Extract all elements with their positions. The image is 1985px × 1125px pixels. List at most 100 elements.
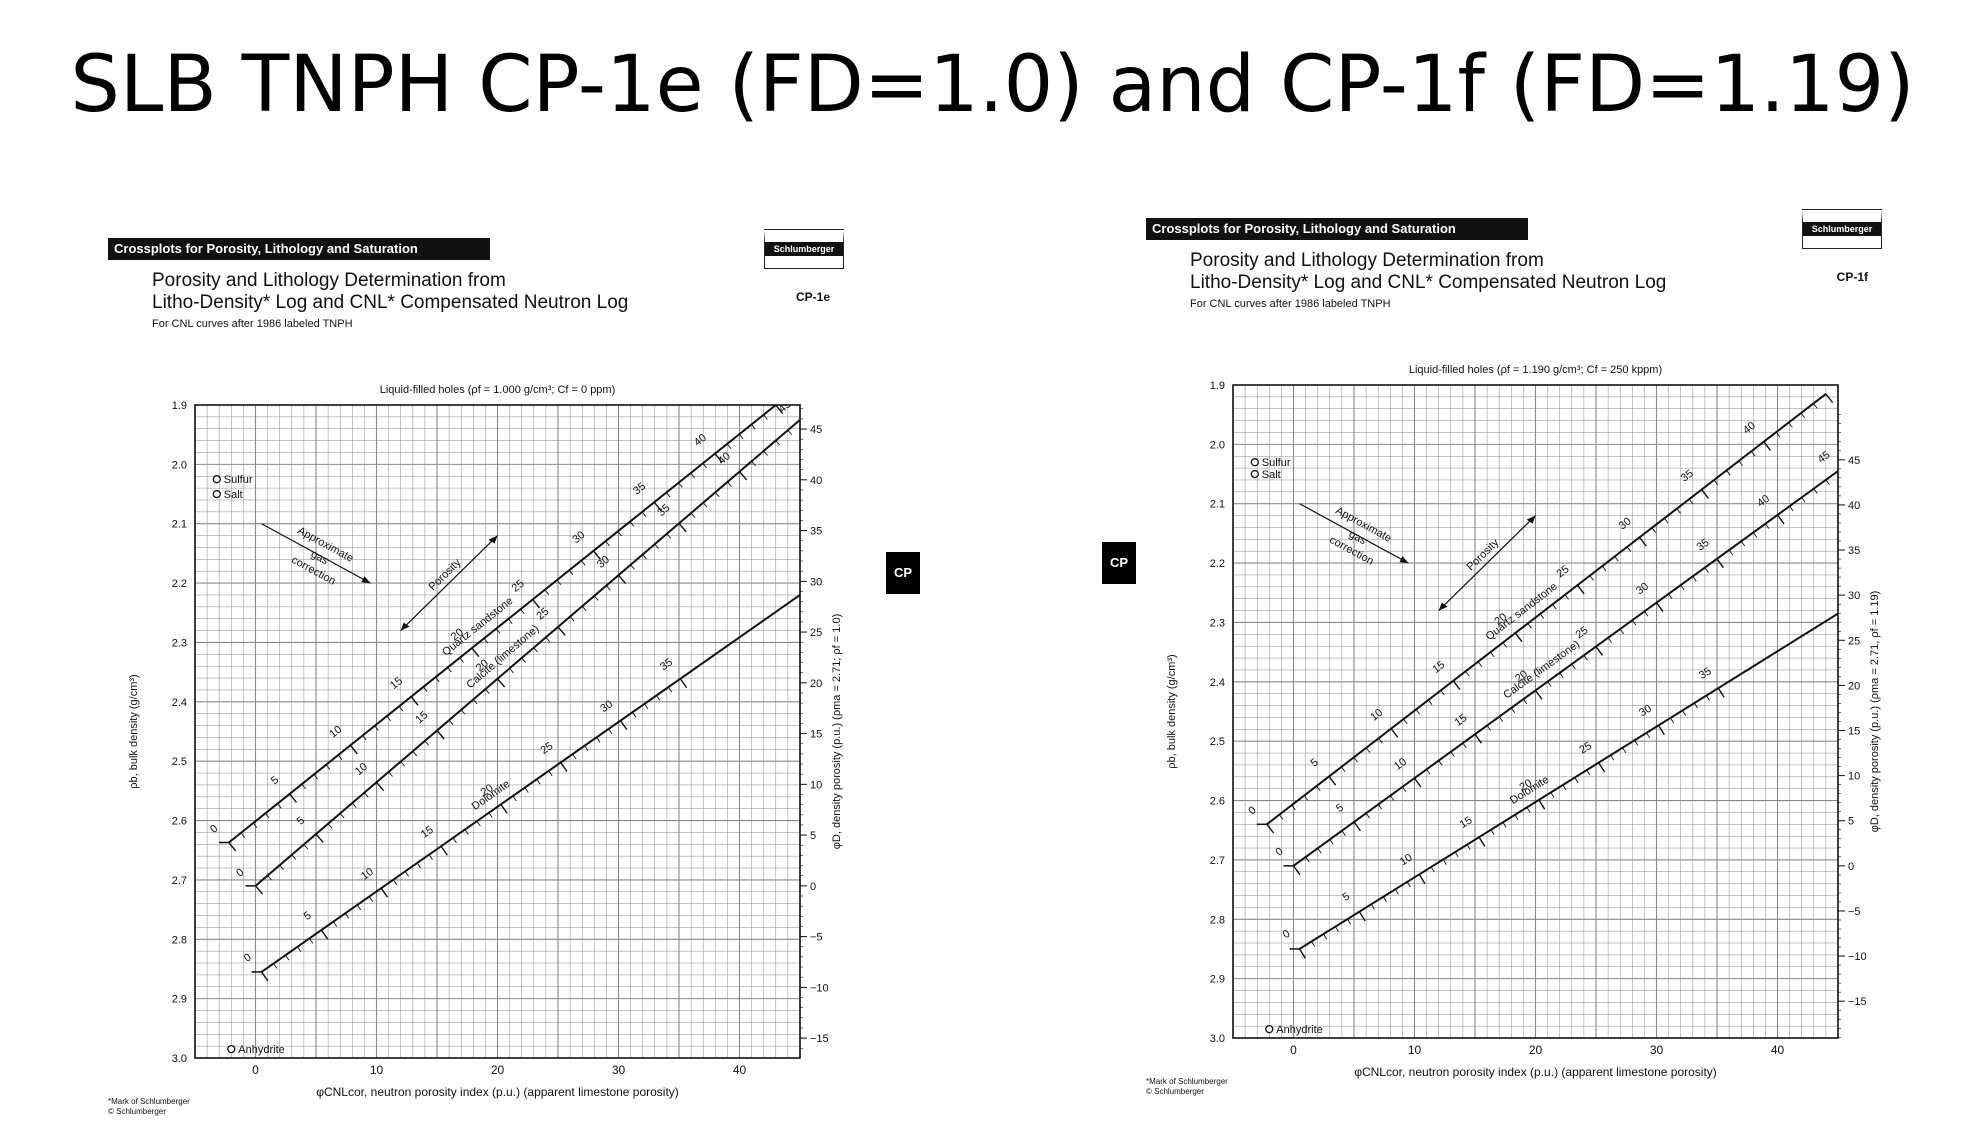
series-tick — [1440, 690, 1445, 696]
series-tick — [1583, 655, 1588, 661]
series-porosity-label: 10 — [359, 866, 376, 883]
mineral-point-label: Anhydrite — [238, 1044, 284, 1056]
series-tick — [260, 971, 269, 982]
series-porosity-label: 35 — [1695, 537, 1712, 554]
series-tick — [1378, 737, 1383, 744]
series-tick — [1574, 777, 1579, 783]
series-porosity-label: 35 — [1697, 665, 1714, 682]
series-tick — [428, 854, 433, 860]
series-line-2 — [260, 594, 800, 973]
series-tick — [440, 845, 448, 856]
series-tick — [702, 502, 708, 508]
series-tick — [1717, 687, 1725, 698]
series-tick — [459, 657, 464, 663]
gas-correction-arrow — [1299, 503, 1409, 564]
series-tick — [1694, 702, 1698, 709]
y-tick-label: 2.5 — [172, 756, 187, 768]
series-tick — [678, 482, 683, 488]
series-tick — [404, 871, 409, 877]
mineral-point — [212, 489, 221, 499]
series-tick — [1402, 786, 1407, 793]
series-tick — [435, 676, 440, 683]
series-porosity-label: 10 — [1368, 707, 1385, 724]
series-tick — [751, 460, 756, 467]
series-tick — [1266, 823, 1275, 834]
series-porosity-label: 0 — [208, 823, 220, 836]
series-tick — [380, 887, 389, 898]
y2-tick-label: 5 — [1848, 816, 1854, 828]
mineral-point-label: Sulfur — [1262, 457, 1291, 469]
series-tick — [1631, 619, 1637, 626]
series-tick — [1323, 933, 1328, 940]
series-tick — [1303, 795, 1309, 801]
series-tick — [1329, 839, 1334, 845]
series-tick — [666, 533, 672, 539]
series-tick — [775, 440, 781, 446]
series-tick — [422, 686, 428, 692]
porosity-arrowhead — [400, 622, 410, 631]
series-porosity-label: 25 — [1574, 624, 1591, 641]
series-porosity-label: 35 — [631, 480, 648, 497]
series-porosity-label: 35 — [655, 502, 672, 519]
y2-tick-label: 10 — [810, 779, 822, 791]
series-tick — [436, 730, 445, 740]
series-tick — [605, 540, 610, 547]
porosity-arrow — [1438, 515, 1536, 612]
series-tick — [1680, 584, 1685, 591]
porosity-arrowhead — [1438, 602, 1448, 611]
series-tick — [1738, 460, 1743, 466]
series-tick — [1316, 785, 1321, 792]
gas-arrowhead — [361, 576, 371, 584]
y-tick-label: 3.0 — [1210, 1033, 1225, 1045]
series-tick — [1526, 807, 1531, 813]
series-tick — [1510, 707, 1516, 714]
series-tick — [702, 463, 707, 469]
series-tick — [488, 812, 493, 818]
series-tick — [690, 512, 696, 518]
y-tick-label: 2.1 — [1210, 499, 1225, 511]
series-tick — [410, 696, 419, 706]
y-tick-label: 2.6 — [1210, 796, 1225, 808]
mineral-point-label: Salt — [224, 489, 243, 501]
schlumberger-logo: Schlumberger — [1802, 210, 1882, 249]
mineral-point — [1250, 458, 1259, 467]
series-tick — [1704, 567, 1709, 573]
mineral-point — [1250, 469, 1259, 479]
series-tick — [303, 844, 309, 850]
plot-frame — [194, 404, 801, 1059]
series-tick — [632, 711, 637, 718]
y-tick-label: 2.3 — [172, 637, 187, 649]
series-tick — [476, 820, 481, 827]
series-tick — [1776, 514, 1785, 525]
y2-tick-label: 35 — [810, 526, 822, 538]
series-tick — [1716, 558, 1725, 569]
series-porosity-label: 20 — [479, 782, 496, 799]
series-tick — [1292, 865, 1301, 876]
series-tick — [512, 795, 517, 802]
series-tick — [1394, 889, 1399, 895]
series-porosity-label: 25 — [510, 578, 527, 595]
y-tick-label: 1.9 — [1210, 380, 1225, 392]
series-tick — [666, 492, 671, 498]
series-tick — [1789, 505, 1794, 512]
series-porosity-label: 0 — [234, 866, 246, 879]
series-porosity-label: 15 — [1458, 814, 1475, 831]
series-tick — [1571, 663, 1576, 670]
series-tick — [1595, 646, 1604, 656]
series-porosity-label: 15 — [413, 709, 430, 726]
series-porosity-label: 10 — [1392, 756, 1409, 773]
series-tick — [267, 875, 272, 881]
series-tick — [1341, 766, 1346, 772]
series-porosity-label: 30 — [570, 529, 587, 546]
series-name-label: Quartz sandstone — [1484, 580, 1560, 642]
series-tick — [1813, 403, 1818, 409]
series-tick — [254, 885, 264, 895]
series-tick — [592, 550, 601, 560]
series-tick — [1428, 699, 1433, 705]
series-tick — [1358, 911, 1366, 922]
y-tick-label: 2.8 — [1210, 914, 1225, 926]
series-tick — [606, 585, 611, 591]
series-tick — [1490, 829, 1495, 836]
series-porosity-label: 40 — [1741, 420, 1758, 437]
chart-title: Porosity and Lithology Determination fro… — [152, 270, 628, 314]
